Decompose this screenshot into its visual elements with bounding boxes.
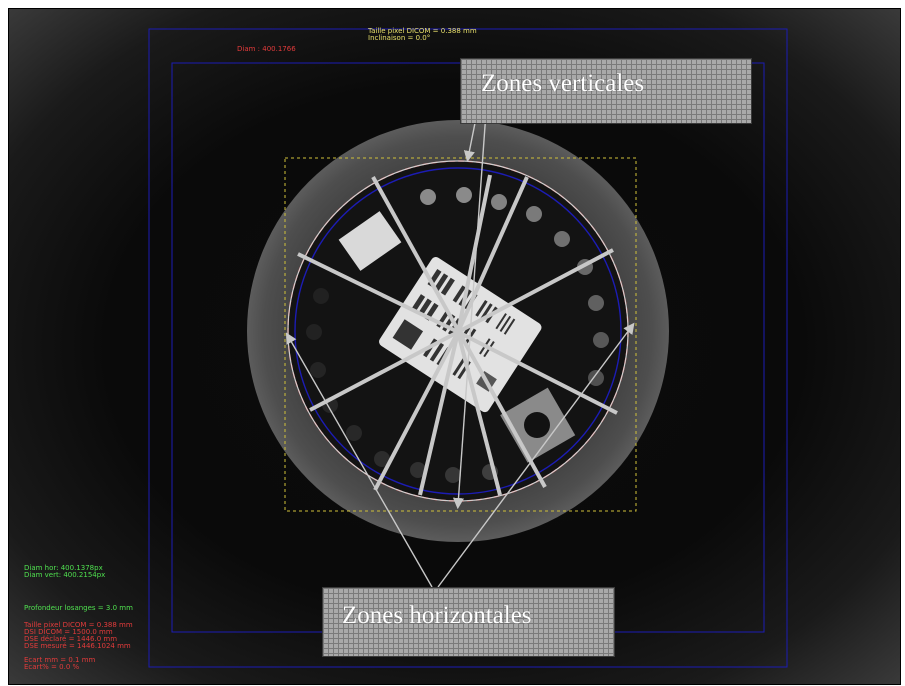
vertical-zones-label-box <box>460 58 752 124</box>
horizontal-zones-label-box <box>322 587 615 657</box>
outer-roi-rect <box>148 28 788 668</box>
bounding-box <box>284 157 637 512</box>
dicom-pixel-size-text: Taille pixel DICOM = 0.388 mm <box>368 27 477 35</box>
dse-measured-text: DSE mesuré = 1446.1024 mm <box>24 642 131 650</box>
diam-hor-text: Diam hor: 400.1378px <box>24 564 103 572</box>
diamond-depth-text: Profondeur losanges = 3.0 mm <box>24 604 133 612</box>
diameter-spokes <box>297 174 618 496</box>
gap-percent-text: Ecart% = 0.0 % <box>24 663 80 671</box>
diam-vert-text: Diam vert: 400.2154px <box>24 571 106 579</box>
vertical-zones-label: Zones verticales <box>481 70 645 97</box>
measure-circle-blue <box>294 167 622 495</box>
dse-declared-text: DSE déclaré = 1446.0 mm <box>24 635 118 643</box>
diameter-text: Diam : 400.1766 <box>237 45 296 53</box>
gap-mm-text: Ecart mm = 0.1 mm <box>24 656 96 664</box>
dsi-dicom-text: DSI DICOM = 1500.0 mm <box>24 628 113 636</box>
dicom-pixel-size-2-text: Taille pixel DICOM = 0.388 mm <box>24 621 133 629</box>
horizontal-zones-label: Zones horizontales <box>342 602 532 629</box>
low-contrast-hole <box>524 412 550 438</box>
copper-insert <box>338 211 402 271</box>
inclination-text: Inclinaison = 0.0° <box>368 34 431 42</box>
